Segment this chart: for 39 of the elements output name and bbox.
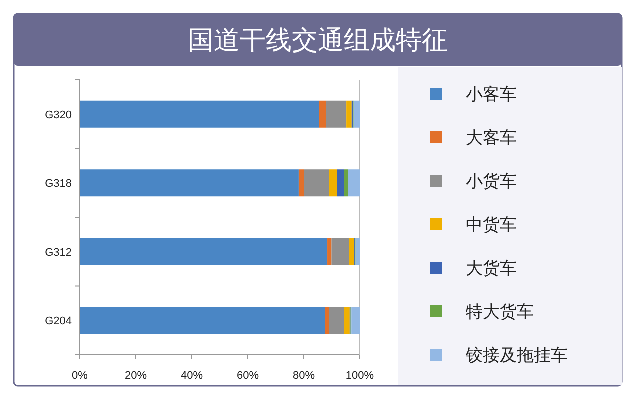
- bar: [349, 238, 354, 266]
- y-tick-label: G204: [45, 316, 72, 328]
- x-tick-label: 40%: [180, 370, 204, 382]
- x-tick-label: 60%: [236, 370, 260, 382]
- x-tick-label: 100%: [346, 370, 374, 382]
- legend-label: 小客车: [466, 85, 517, 104]
- legend-label: 小货车: [466, 172, 517, 191]
- bar: [329, 307, 344, 334]
- bar: [344, 307, 350, 334]
- legend-label: 铰接及拖挂车: [465, 346, 568, 365]
- x-tick-label: 80%: [292, 370, 316, 382]
- bar: [346, 100, 352, 128]
- y-tick-label: G318: [45, 178, 72, 190]
- bar: [80, 238, 328, 266]
- bar: [354, 100, 360, 128]
- bar: [304, 170, 330, 197]
- bar: [80, 307, 325, 334]
- legend-label: 特大货车: [466, 302, 534, 322]
- bar: [298, 170, 304, 197]
- legend-label: 中货车: [466, 216, 517, 234]
- bar: [319, 100, 326, 128]
- bar: [337, 170, 344, 197]
- bar: [328, 238, 332, 266]
- bar: [80, 170, 299, 197]
- bar: [356, 238, 360, 266]
- bar: [80, 100, 320, 128]
- bar: [325, 307, 330, 334]
- x-tick-label: 20%: [124, 370, 148, 382]
- bar: [348, 170, 360, 197]
- bar: [329, 170, 338, 197]
- bar: [352, 307, 360, 334]
- y-tick-label: G312: [45, 246, 72, 259]
- chart-title: 国道干线交通组成特征: [188, 25, 448, 55]
- legend-label: 大客车: [466, 128, 517, 148]
- x-tick-label: 0%: [72, 370, 88, 382]
- y-tick-label: G320: [45, 109, 72, 122]
- bar: [332, 238, 350, 266]
- bar: [326, 100, 347, 128]
- legend-label: 大货车: [466, 259, 517, 278]
